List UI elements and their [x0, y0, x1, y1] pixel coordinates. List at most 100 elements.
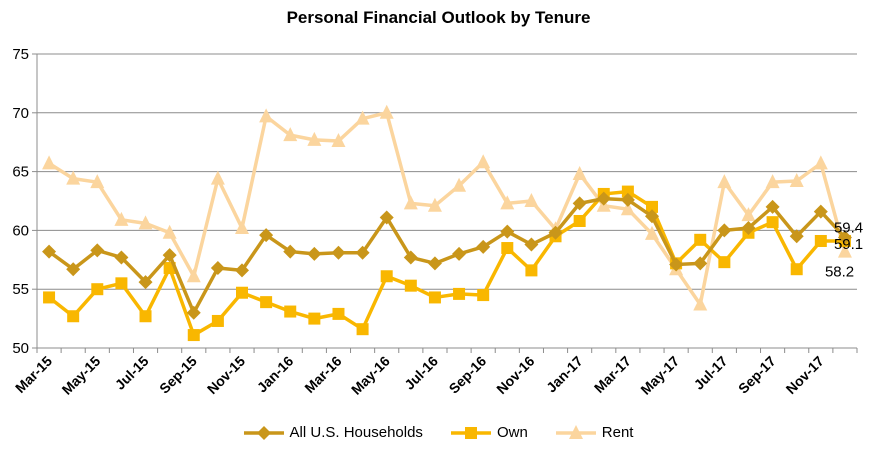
- data-point: [187, 329, 200, 342]
- data-point: [90, 243, 105, 258]
- data-point: [621, 185, 634, 198]
- y-tick-label: 65: [12, 164, 29, 181]
- data-point: [186, 305, 201, 320]
- data-point: [115, 277, 128, 290]
- y-tick-label: 50: [12, 340, 29, 357]
- x-tick-label: Jul-17: [691, 353, 731, 393]
- data-point: [524, 237, 539, 252]
- data-point: [596, 191, 611, 206]
- data-point: [138, 275, 153, 290]
- y-tick-label: 60: [12, 222, 29, 239]
- data-point: [814, 234, 827, 247]
- y-tick-label: 75: [12, 46, 29, 63]
- data-point: [717, 223, 732, 238]
- axes: [36, 54, 857, 349]
- legend-marker: [568, 424, 583, 439]
- data-point: [694, 233, 707, 246]
- data-point: [380, 270, 393, 283]
- data-point: [139, 310, 152, 323]
- data-point: [765, 174, 780, 189]
- data-point: [260, 296, 273, 309]
- data-point: [452, 246, 467, 261]
- data-point: [259, 228, 274, 243]
- data-point: [114, 211, 129, 226]
- legend-swatch: [450, 426, 491, 439]
- data-point: [500, 195, 515, 210]
- data-point: [235, 220, 249, 235]
- legend-label: Own: [496, 424, 528, 441]
- legend-marker: [256, 425, 271, 440]
- legend-marker: [464, 426, 477, 439]
- x-tick-label: May-15: [59, 353, 104, 398]
- x-tick-label: Jul-15: [112, 353, 152, 393]
- chart-title: Personal Financial Outlook by Tenure: [286, 8, 591, 27]
- data-point: [620, 192, 635, 207]
- x-tick-label: Jan-17: [543, 353, 586, 396]
- data-point: [669, 257, 684, 272]
- series-line-rent: [48, 111, 847, 307]
- end-value-label: 59.4: [834, 219, 863, 236]
- data-point: [66, 170, 81, 185]
- data-point: [476, 239, 491, 254]
- data-point: [283, 127, 298, 142]
- data-point: [67, 310, 80, 323]
- data-point: [331, 245, 346, 260]
- data-point: [766, 216, 779, 229]
- series-line-own: [47, 189, 845, 337]
- data-point: [332, 307, 345, 320]
- legend-label: Rent: [601, 424, 634, 441]
- legend-swatch: [555, 424, 596, 439]
- x-axis-ticks: Mar-15 May-15 Jul-15 Sep-15 Nov-15 Jan-16 Mar-…: [12, 348, 858, 398]
- data-point: [741, 221, 756, 236]
- data-point: [162, 248, 177, 263]
- data-point: [790, 263, 803, 276]
- data-point: [66, 262, 81, 277]
- data-point: [428, 291, 441, 304]
- data-point: [476, 154, 491, 169]
- data-point: [693, 256, 708, 271]
- x-tick-label: Nov-17: [783, 353, 827, 397]
- data-point: [500, 224, 515, 239]
- x-tick-label: Sep-16: [446, 353, 490, 397]
- x-tick-label: Nov-16: [493, 353, 537, 397]
- data-point: [427, 256, 442, 271]
- data-point: [525, 264, 538, 277]
- data-point: [477, 289, 490, 302]
- data-point: [307, 246, 322, 261]
- legend-label: All U.S. Households: [289, 424, 423, 441]
- data-point: [42, 155, 57, 170]
- data-point: [501, 242, 514, 255]
- legend-item: Rent: [555, 424, 634, 441]
- x-tick-label: Jul-16: [401, 353, 441, 393]
- end-labels: 59.459.1 58.2: [825, 219, 863, 280]
- data-point: [379, 210, 394, 225]
- data-point: [355, 245, 370, 260]
- x-tick-label: Mar-15: [12, 353, 55, 396]
- legend-item: All U.S. Households: [243, 424, 423, 441]
- data-point: [331, 133, 346, 148]
- data-point: [789, 229, 804, 244]
- x-tick-label: Mar-17: [591, 353, 634, 396]
- data-point: [307, 131, 322, 146]
- data-point: [114, 250, 129, 265]
- data-point: [452, 177, 467, 192]
- data-point: [789, 173, 804, 188]
- data-point: [138, 215, 153, 230]
- y-axis-ticks: 50 55 60 65 70 75: [12, 46, 37, 357]
- data-point: [91, 283, 104, 296]
- data-point: [90, 174, 105, 189]
- data-point: [404, 279, 417, 292]
- data-point: [379, 104, 394, 119]
- data-point: [42, 244, 57, 259]
- data-point: [283, 244, 298, 259]
- x-tick-label: Sep-17: [735, 353, 779, 397]
- data-point: [645, 209, 659, 224]
- data-point: [403, 250, 418, 265]
- data-point: [573, 214, 586, 227]
- data-point: [620, 201, 635, 216]
- legend-item: Own: [450, 424, 528, 441]
- data-point: [717, 174, 732, 189]
- x-tick-label: Jan-16: [254, 353, 297, 396]
- x-tick-label: May-17: [637, 353, 682, 398]
